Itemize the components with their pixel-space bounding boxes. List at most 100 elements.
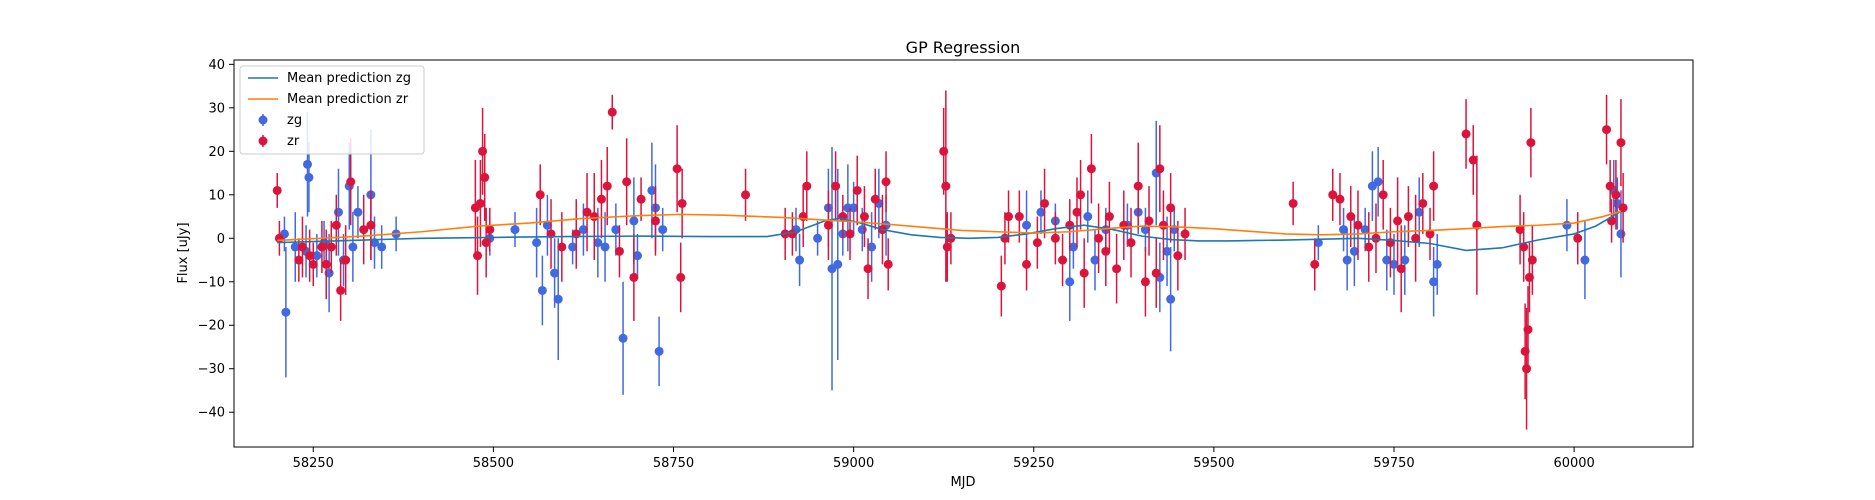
- zg-data-point: [537, 285, 547, 295]
- zg-series: [279, 112, 1626, 395]
- zr-data-point: [475, 198, 485, 208]
- zr-data-point: [1094, 233, 1104, 243]
- zr-data-point: [1155, 164, 1165, 174]
- zg-data-point: [1562, 220, 1572, 230]
- zr-data-point: [1328, 190, 1338, 200]
- zr-data-point: [1396, 264, 1406, 274]
- zr-data-point: [996, 281, 1006, 291]
- zr-data-point: [1101, 246, 1111, 256]
- zr-data-point: [1076, 190, 1086, 200]
- zr-data-point: [650, 216, 660, 226]
- zr-data-point: [941, 181, 951, 191]
- zr-data-point: [614, 246, 624, 256]
- zr-data-point: [1468, 155, 1478, 165]
- zr-data-point: [1602, 125, 1612, 135]
- y-tick-label: 40: [208, 58, 225, 73]
- zr-data-point: [1378, 190, 1388, 200]
- x-tick-label: 59750: [1373, 456, 1414, 471]
- mean-prediction-zg-line: [277, 210, 1622, 252]
- zg-data-point: [578, 225, 588, 235]
- y-tick-label: 10: [208, 188, 225, 203]
- zg-data-point: [1140, 225, 1150, 235]
- zr-data-point: [607, 107, 617, 117]
- zr-data-point: [1425, 229, 1435, 239]
- zr-data-point: [1040, 198, 1050, 208]
- zg-data-point: [849, 203, 859, 213]
- zr-data-point: [1616, 138, 1626, 148]
- x-tick-label: 58500: [473, 456, 514, 471]
- zg-data-point: [795, 255, 805, 265]
- y-tick-label: −20: [198, 319, 225, 334]
- zr-data-point: [321, 259, 331, 269]
- x-axis-label: MJD: [950, 475, 975, 490]
- zr-data-point: [1022, 259, 1032, 269]
- zr-data-point: [802, 181, 812, 191]
- zg-data-point: [281, 307, 291, 317]
- zg-data-point: [312, 251, 322, 261]
- zr-data-point: [1310, 259, 1320, 269]
- y-tick-label: 30: [208, 101, 225, 116]
- legend-label-zr-mean: Mean prediction zr: [287, 92, 409, 107]
- zr-data-point: [1032, 238, 1042, 248]
- legend-label-zr: zr: [287, 134, 300, 149]
- zr-data-point: [366, 220, 376, 230]
- x-axis: 58250 58500 58750 59000 59250 59500 59750 60000: [293, 447, 1595, 471]
- x-tick-label: 59000: [833, 456, 874, 471]
- zr-data-point: [1144, 216, 1154, 226]
- zg-data-point: [568, 242, 578, 252]
- zg-data-point: [532, 238, 542, 248]
- zr-data-point: [1079, 268, 1089, 278]
- zr-data-point: [859, 212, 869, 222]
- zr-data-point: [1000, 233, 1010, 243]
- x-tick-label: 59250: [1013, 456, 1054, 471]
- zr-data-point: [589, 212, 599, 222]
- zr-data-point: [870, 194, 880, 204]
- zr-data-point: [1522, 364, 1532, 374]
- x-tick-label: 59500: [1193, 456, 1234, 471]
- zr-data-point: [1364, 242, 1374, 252]
- zg-data-point: [813, 233, 823, 243]
- zg-data-point: [1382, 255, 1392, 265]
- zr-data-point: [1086, 164, 1096, 174]
- zr-data-point: [1618, 203, 1628, 213]
- zr-data-point: [1014, 212, 1024, 222]
- zg-data-point: [1065, 277, 1075, 287]
- zg-data-point: [510, 225, 520, 235]
- zr-data-point: [1461, 129, 1471, 139]
- zr-data-point: [535, 190, 545, 200]
- zr-data-point: [336, 285, 346, 295]
- zg-data-point: [618, 333, 628, 343]
- zr-data-point: [317, 242, 327, 252]
- zg-data-point: [1616, 229, 1626, 239]
- zr-data-point: [346, 177, 356, 187]
- zr-data-point: [473, 251, 483, 261]
- zr-data-point: [852, 185, 862, 195]
- zr-data-point: [823, 220, 833, 230]
- zr-data-point: [1058, 255, 1068, 265]
- zg-data-point: [647, 185, 657, 195]
- zr-data-point: [1173, 251, 1183, 261]
- zr-data-point: [1065, 220, 1075, 230]
- zr-data-point: [1104, 212, 1114, 222]
- zr-data-point: [1429, 181, 1439, 191]
- zg-data-point: [1360, 225, 1370, 235]
- zg-data-point: [304, 172, 314, 182]
- y-tick-label: −30: [198, 362, 225, 377]
- zr-data-point: [294, 255, 304, 265]
- zr-series: [272, 90, 1628, 430]
- y-tick-label: 0: [217, 232, 225, 247]
- zr-data-point: [636, 194, 646, 204]
- zr-data-point: [1371, 233, 1381, 243]
- zr-data-point: [1166, 203, 1176, 213]
- zr-data-point: [1072, 207, 1082, 217]
- zg-data-point: [550, 268, 560, 278]
- zr-data-point: [1520, 346, 1530, 356]
- zr-data-point: [1418, 198, 1428, 208]
- legend-frame: [239, 65, 425, 155]
- zr-data-point: [308, 259, 318, 269]
- zr-data-point: [602, 181, 612, 191]
- zg-data-point: [1036, 207, 1046, 217]
- zr-data-point: [272, 185, 282, 195]
- zr-data-point: [1611, 190, 1621, 200]
